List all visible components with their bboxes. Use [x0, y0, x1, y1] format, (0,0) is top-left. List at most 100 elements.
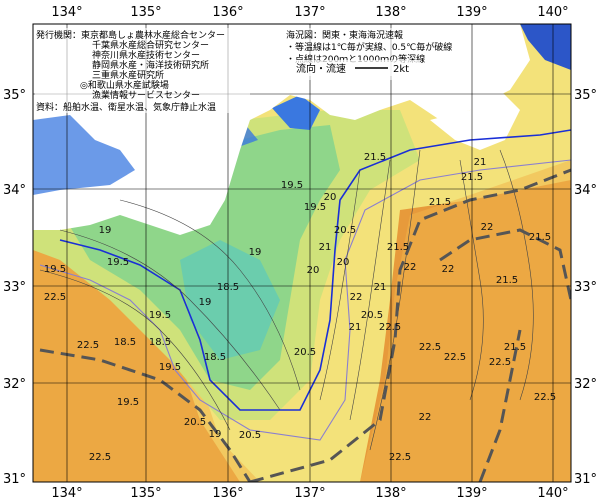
- isotherm-label: 19: [199, 297, 212, 308]
- longitude-label: 135°: [130, 486, 161, 501]
- isotherm-label: 18.5: [149, 337, 171, 348]
- latitude-label: 31°: [3, 472, 26, 487]
- chart-notes: 海況図：関東・東海海況速報・等温線は1℃毎が実線、0.5℃毎が破線・点線は200…: [286, 29, 452, 65]
- publisher-info-line: 静岡県水産・海洋技術研究所: [92, 59, 209, 71]
- isotherm-label: 21.5: [429, 197, 451, 208]
- isotherm-label: 20.5: [239, 430, 261, 441]
- isotherm-label: 21.5: [364, 152, 386, 163]
- isotherm-label: 19.5: [281, 180, 303, 191]
- isotherm-label: 21.5: [529, 232, 551, 243]
- isotherm-label: 18.5: [204, 352, 226, 363]
- latitude-label: 35°: [574, 88, 597, 103]
- isotherm-label: 19: [249, 247, 262, 258]
- isotherm-label: 21: [474, 157, 487, 168]
- isotherm-label: 19: [209, 429, 222, 440]
- isotherm-lines: [39, 149, 534, 451]
- isotherm-label: 22: [419, 412, 432, 423]
- isotherm-label: 21.5: [504, 342, 526, 353]
- chart-note-line: ・等温線は1℃毎が実線、0.5℃毎が破線: [286, 41, 452, 53]
- latitude-label: 32°: [574, 377, 597, 392]
- isotherm-label: 20.5: [361, 310, 383, 321]
- longitude-label: 140°: [537, 486, 568, 501]
- latitude-labels-left: 35° 34° 33° 32° 31°: [3, 88, 26, 487]
- latitude-label: 35°: [3, 88, 26, 103]
- teal-zone: [180, 240, 280, 360]
- depth-contour-200m: [59, 129, 571, 411]
- publisher-info-line: 神奈川県水産技術センター: [92, 49, 200, 61]
- land-izu: [430, 90, 520, 150]
- kuroshio-axis-line: [39, 348, 252, 482]
- isotherm-label: 21.5: [461, 172, 483, 183]
- longitude-labels-top: 134° 135° 136° 137° 138° 139° 140°: [51, 5, 568, 20]
- isotherm-labels: 1919.519.51918.51919.52020.520.5212121.5…: [44, 152, 556, 463]
- isotherm-label: 22: [404, 262, 417, 273]
- kuroshio-southern-line: [478, 329, 522, 482]
- publisher-info-line: 漁業情報サービスセンター: [92, 89, 200, 101]
- isotherm-label: 22.5: [489, 357, 511, 368]
- latitude-label: 31°: [574, 472, 597, 487]
- isotherm-label: 19.5: [107, 257, 129, 268]
- latitude-labels-right: 35° 34° 33° 32° 31°: [574, 88, 597, 487]
- isotherm-label: 20: [337, 257, 350, 268]
- isotherm-label: 22.5: [419, 342, 441, 353]
- flow-legend: 流向・流速 2kt: [290, 60, 420, 76]
- longitude-label: 138°: [375, 486, 406, 501]
- isotherm-label: 22.5: [389, 452, 411, 463]
- longitude-label: 135°: [130, 5, 161, 20]
- latitude-label: 33°: [3, 280, 26, 295]
- inland-sea: [33, 115, 135, 195]
- ise-bay: [272, 95, 320, 130]
- publisher-info-line: ◎和歌山県水産試験場: [80, 79, 169, 91]
- longitude-label: 134°: [51, 486, 82, 501]
- isotherm-label: 22.5: [444, 352, 466, 363]
- info-box-left-bg: [35, 28, 250, 113]
- isotherm-label: 22.5: [379, 322, 401, 333]
- isotherm-label: 22.5: [89, 452, 111, 463]
- isotherm-label: 20.5: [184, 417, 206, 428]
- latitude-label: 33°: [574, 280, 597, 295]
- flow-legend-unit: 2kt: [393, 64, 409, 75]
- orange-zone: [33, 160, 571, 482]
- isotherm-label: 22.5: [77, 340, 99, 351]
- longitude-label: 137°: [294, 5, 325, 20]
- isotherm-label: 19.5: [117, 397, 139, 408]
- isotherm-label: 18.5: [217, 282, 239, 293]
- isotherm-label: 20: [324, 192, 337, 203]
- longitude-label: 138°: [375, 5, 406, 20]
- isotherm-label: 20: [307, 265, 320, 276]
- isotherm-label: 22: [481, 222, 494, 233]
- publisher-info-line: 発行機関：東京都島しょ農林水産総合センター: [36, 29, 225, 41]
- longitude-label: 139°: [456, 486, 487, 501]
- map-frame: [32, 23, 572, 483]
- isotherm-label: 22.5: [534, 392, 556, 403]
- isotherm-label: 21.5: [496, 275, 518, 286]
- latitude-label: 34°: [574, 183, 597, 198]
- longitude-label: 134°: [51, 5, 82, 20]
- longitude-labels-bottom: 134° 135° 136° 137° 138° 139° 140°: [51, 486, 568, 501]
- isotherm-label: 20.5: [294, 347, 316, 358]
- isotherm-label: 22.5: [44, 292, 66, 303]
- kuroshio-meander-line: [439, 228, 571, 301]
- publisher-info-line: 三重県水産研究所: [92, 69, 164, 81]
- flow-legend-label: 流向・流速: [296, 62, 346, 75]
- latitude-label: 34°: [3, 183, 26, 198]
- isotherm-label: 21: [349, 322, 362, 333]
- longitude-label: 136°: [212, 486, 243, 501]
- latitude-label: 32°: [3, 377, 26, 392]
- isotherm-label: 19.5: [149, 310, 171, 321]
- longitude-label: 140°: [537, 5, 568, 20]
- longitude-label: 136°: [212, 5, 243, 20]
- isotherm-label: 20.5: [334, 225, 356, 236]
- publisher-info-line: 千葉県水産総合研究センター: [92, 39, 209, 51]
- longitude-label: 137°: [294, 486, 325, 501]
- isotherm-label: 19.5: [304, 202, 326, 213]
- depth-contour-1000m: [39, 159, 571, 441]
- isotherm-label: 21: [374, 282, 387, 293]
- kuroshio-axis-line-east: [249, 168, 571, 482]
- isotherm-label: 19.5: [44, 264, 66, 275]
- chart-note-line: 海況図：関東・東海海況速報: [286, 29, 403, 41]
- isotherm-label: 18.5: [114, 337, 136, 348]
- publisher-info-line: 資料：船舶水温、衛星水温、気象庁静止水温: [36, 101, 216, 113]
- isotherm-label: 22: [442, 264, 455, 275]
